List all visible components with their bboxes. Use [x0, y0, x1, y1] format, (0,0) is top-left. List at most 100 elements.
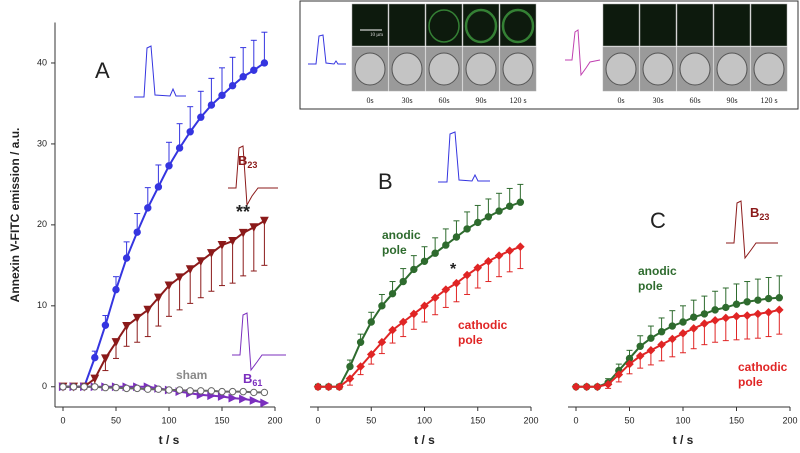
- panel-letter: A: [95, 58, 110, 83]
- marker: [197, 387, 205, 395]
- marker: [367, 318, 375, 326]
- annotation: B23: [238, 153, 257, 170]
- y-tick-label: 30: [37, 138, 47, 148]
- marker: [207, 101, 216, 109]
- cell-glow: [501, 8, 535, 44]
- time-label: 30s: [652, 96, 663, 105]
- marker: [484, 256, 493, 266]
- marker: [473, 263, 483, 273]
- marker: [356, 362, 365, 371]
- marker: [122, 384, 131, 393]
- marker: [259, 216, 269, 226]
- marker: [377, 337, 387, 347]
- cell: [391, 52, 423, 86]
- marker: [238, 228, 248, 238]
- marker: [388, 325, 397, 335]
- x-tick-label: 200: [782, 415, 797, 425]
- cell-glow: [428, 9, 460, 43]
- marker: [764, 307, 773, 317]
- marker: [775, 294, 783, 302]
- marker: [593, 382, 602, 392]
- marker: [667, 334, 677, 344]
- marker: [711, 306, 719, 314]
- marker: [228, 81, 237, 90]
- marker: [636, 342, 644, 350]
- marker: [571, 382, 581, 392]
- x-tick-label: 200: [523, 415, 538, 425]
- series-label: anodic pole: [638, 264, 677, 293]
- marker: [657, 340, 666, 349]
- marker: [143, 305, 153, 315]
- waveform-icon: [232, 312, 286, 372]
- fluorescence-frame: [351, 3, 389, 47]
- annotation: **: [236, 202, 250, 222]
- marker: [80, 383, 88, 391]
- marker: [165, 162, 173, 170]
- marker: [441, 285, 451, 294]
- marker: [122, 254, 131, 262]
- time-label: 90s: [726, 96, 737, 105]
- marker: [753, 309, 763, 319]
- marker: [430, 293, 440, 303]
- series-label: cathodic pole: [458, 318, 508, 347]
- marker: [657, 328, 666, 336]
- annotation: *: [450, 261, 457, 278]
- marker: [582, 382, 592, 392]
- marker: [165, 386, 173, 394]
- marker: [462, 270, 472, 280]
- marker: [700, 310, 709, 318]
- marker: [420, 301, 429, 311]
- x-axis-label: t / s: [414, 433, 435, 447]
- marker: [101, 383, 110, 392]
- marker: [625, 359, 634, 369]
- marker: [743, 298, 751, 306]
- marker: [346, 362, 354, 371]
- cell: [716, 52, 748, 86]
- marker: [218, 91, 226, 100]
- marker: [764, 294, 773, 303]
- marker: [91, 383, 99, 391]
- marker: [132, 313, 142, 323]
- marker: [112, 285, 120, 294]
- fluorescence-frame: [425, 3, 463, 47]
- marker: [646, 346, 656, 355]
- marker: [516, 198, 525, 206]
- panel-letter: B: [378, 169, 393, 194]
- marker: [186, 128, 194, 136]
- marker: [228, 387, 237, 396]
- marker: [59, 383, 67, 391]
- time-label: 90s: [475, 96, 486, 105]
- marker: [774, 305, 784, 315]
- marker: [442, 241, 450, 249]
- marker: [742, 311, 752, 320]
- marker: [463, 225, 471, 233]
- time-label: 120 s: [509, 96, 526, 105]
- x-tick-label: 100: [675, 415, 690, 425]
- fluorescence-frame: [388, 3, 426, 47]
- cell: [465, 52, 497, 86]
- marker: [260, 388, 269, 397]
- marker: [207, 387, 216, 395]
- marker: [122, 321, 132, 331]
- cell: [679, 52, 711, 86]
- marker: [388, 289, 397, 298]
- x-tick-label: 200: [267, 415, 282, 425]
- cell: [753, 52, 785, 86]
- marker: [334, 382, 344, 392]
- cell: [428, 52, 460, 86]
- y-tick-label: 10: [37, 300, 47, 310]
- marker: [494, 251, 504, 260]
- time-label: 120 s: [760, 96, 777, 105]
- marker: [366, 350, 376, 359]
- cell: [605, 52, 637, 86]
- fluorescence-frame: [750, 3, 788, 47]
- marker: [614, 370, 624, 379]
- time-label: 30s: [401, 96, 412, 105]
- marker: [249, 396, 259, 405]
- marker: [399, 277, 407, 286]
- marker: [647, 334, 655, 342]
- marker: [345, 374, 355, 383]
- cell: [354, 52, 386, 86]
- fluorescence-frame: [676, 3, 714, 47]
